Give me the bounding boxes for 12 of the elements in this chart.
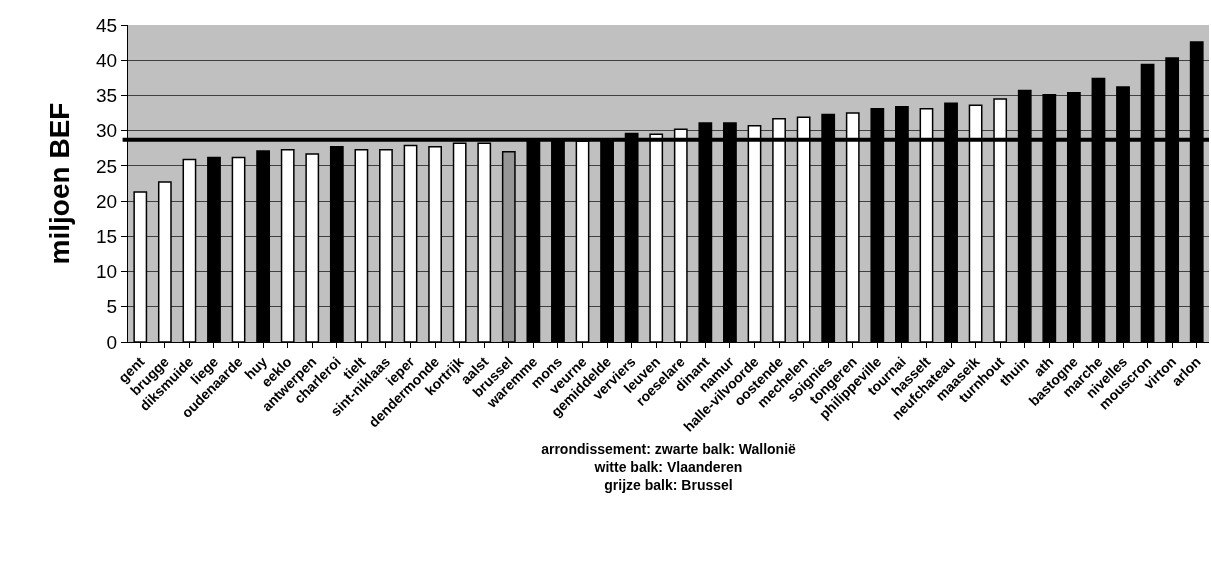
y-axis-title: miljoen BEF: [43, 102, 75, 265]
y-tick-label: 25: [96, 155, 118, 177]
x-axis-title: arrondissement: zwarte balk: Wallonië witte balk: Vlaanderen grijze balk: Brussel: [541, 441, 797, 494]
y-tick-label: 40: [96, 49, 118, 71]
y-tick-label: 30: [96, 120, 118, 142]
y-tick-label: 5: [106, 296, 118, 318]
y-tick-label: 35: [96, 85, 118, 107]
y-tick-label: 20: [96, 190, 118, 212]
y-tick-label: 45: [96, 14, 118, 36]
y-tick-label: 15: [96, 225, 118, 247]
y-tick-label: 0: [106, 331, 118, 353]
y-tick-label: 10: [96, 261, 118, 283]
